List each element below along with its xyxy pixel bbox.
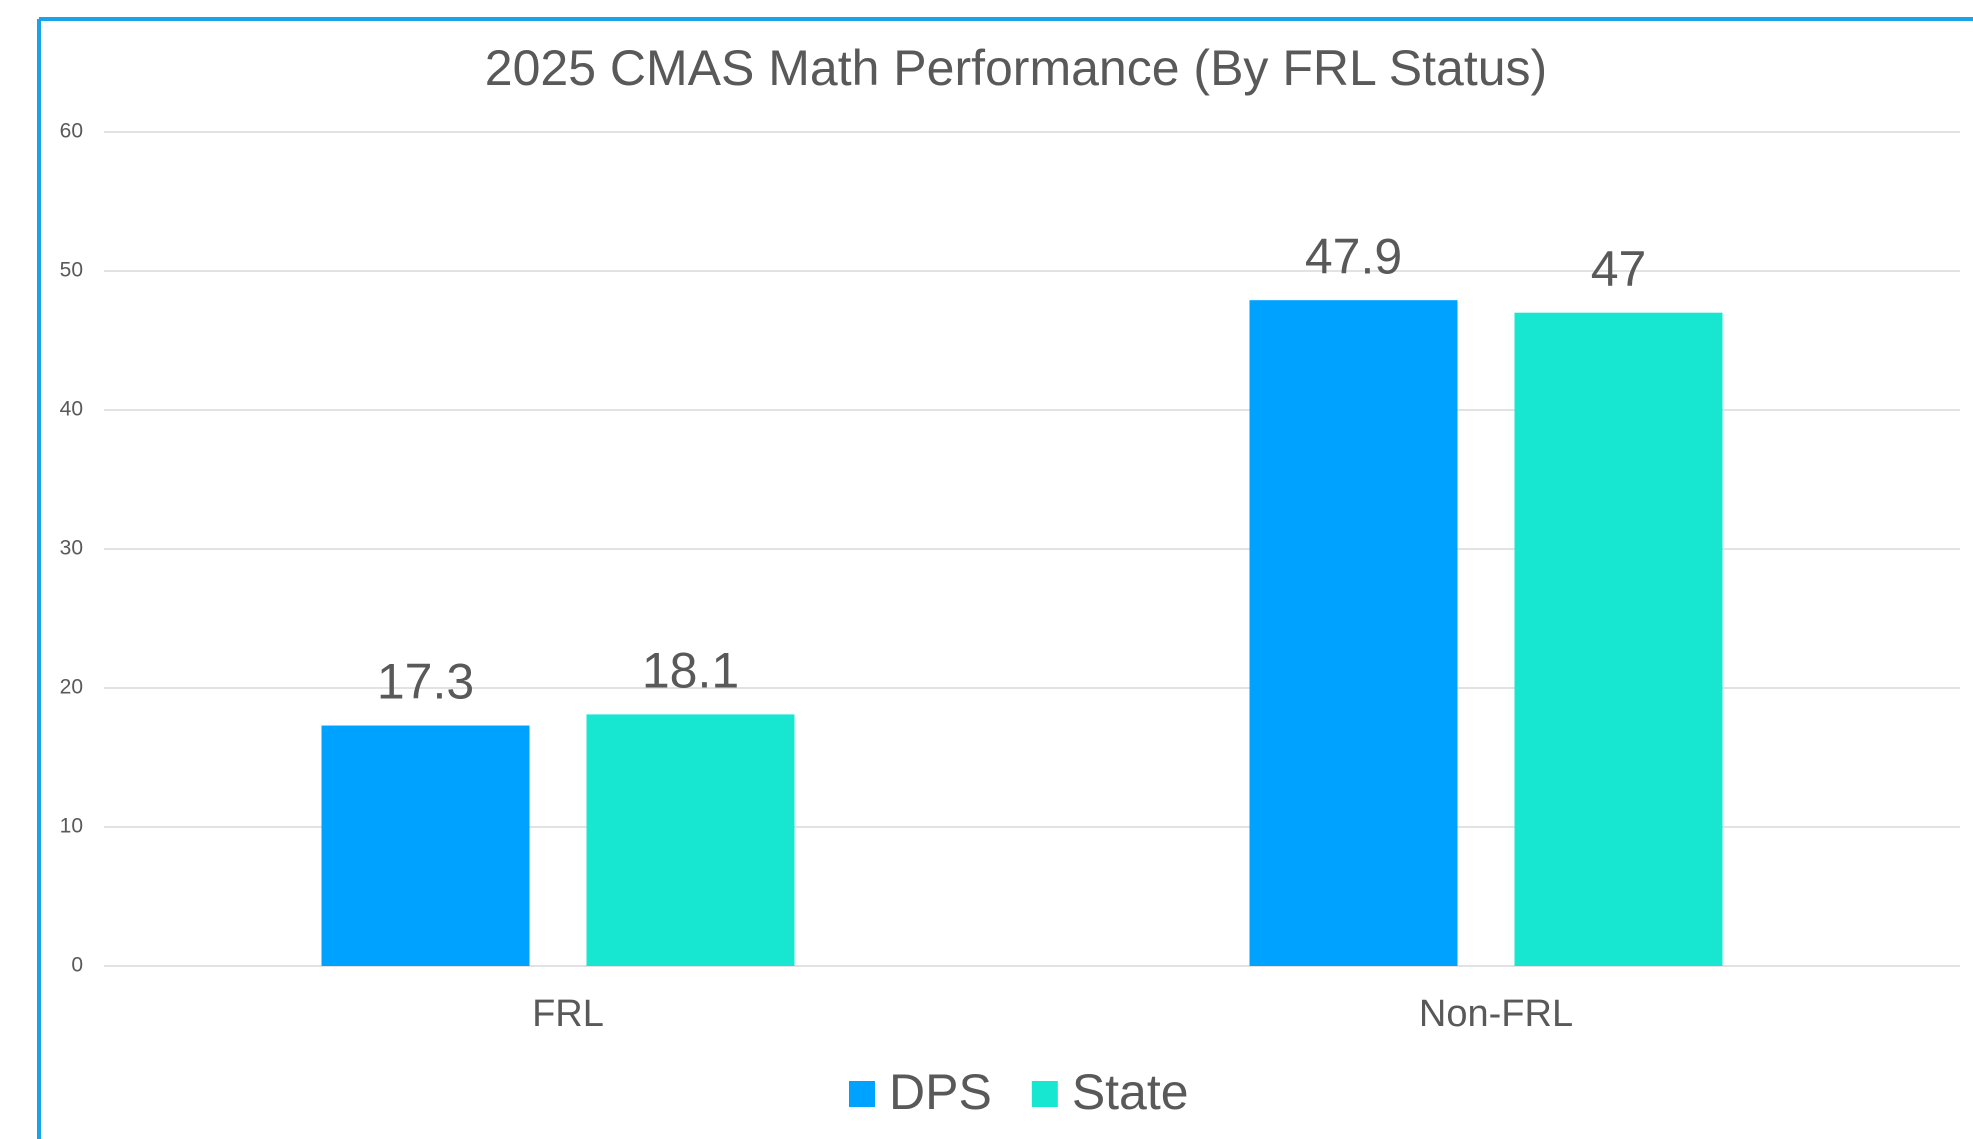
y-tick-label: 60 [60, 120, 83, 143]
data-label: 47 [1591, 241, 1647, 297]
legend-label: DPS [889, 1064, 992, 1120]
x-tick-label: FRL [532, 993, 604, 1035]
y-tick-label: 10 [60, 815, 83, 838]
legend-swatch [849, 1081, 875, 1107]
data-label: 18.1 [642, 643, 739, 699]
y-tick-label: 30 [60, 537, 83, 560]
bar [586, 714, 795, 966]
y-tick-label: 40 [60, 398, 83, 421]
bar [1514, 312, 1723, 966]
bar [1249, 300, 1458, 966]
legend-label: State [1072, 1064, 1189, 1120]
y-tick-label: 0 [71, 954, 83, 977]
legend-swatch [1031, 1081, 1058, 1107]
data-label: 47.9 [1305, 228, 1402, 284]
bar [321, 725, 530, 966]
x-tick-label: Non-FRL [1419, 993, 1573, 1035]
chart-title: 2025 CMAS Math Performance (By FRL Statu… [485, 40, 1547, 96]
data-label: 17.3 [377, 654, 474, 710]
y-tick-label: 20 [60, 676, 83, 699]
y-tick-label: 50 [60, 259, 83, 282]
